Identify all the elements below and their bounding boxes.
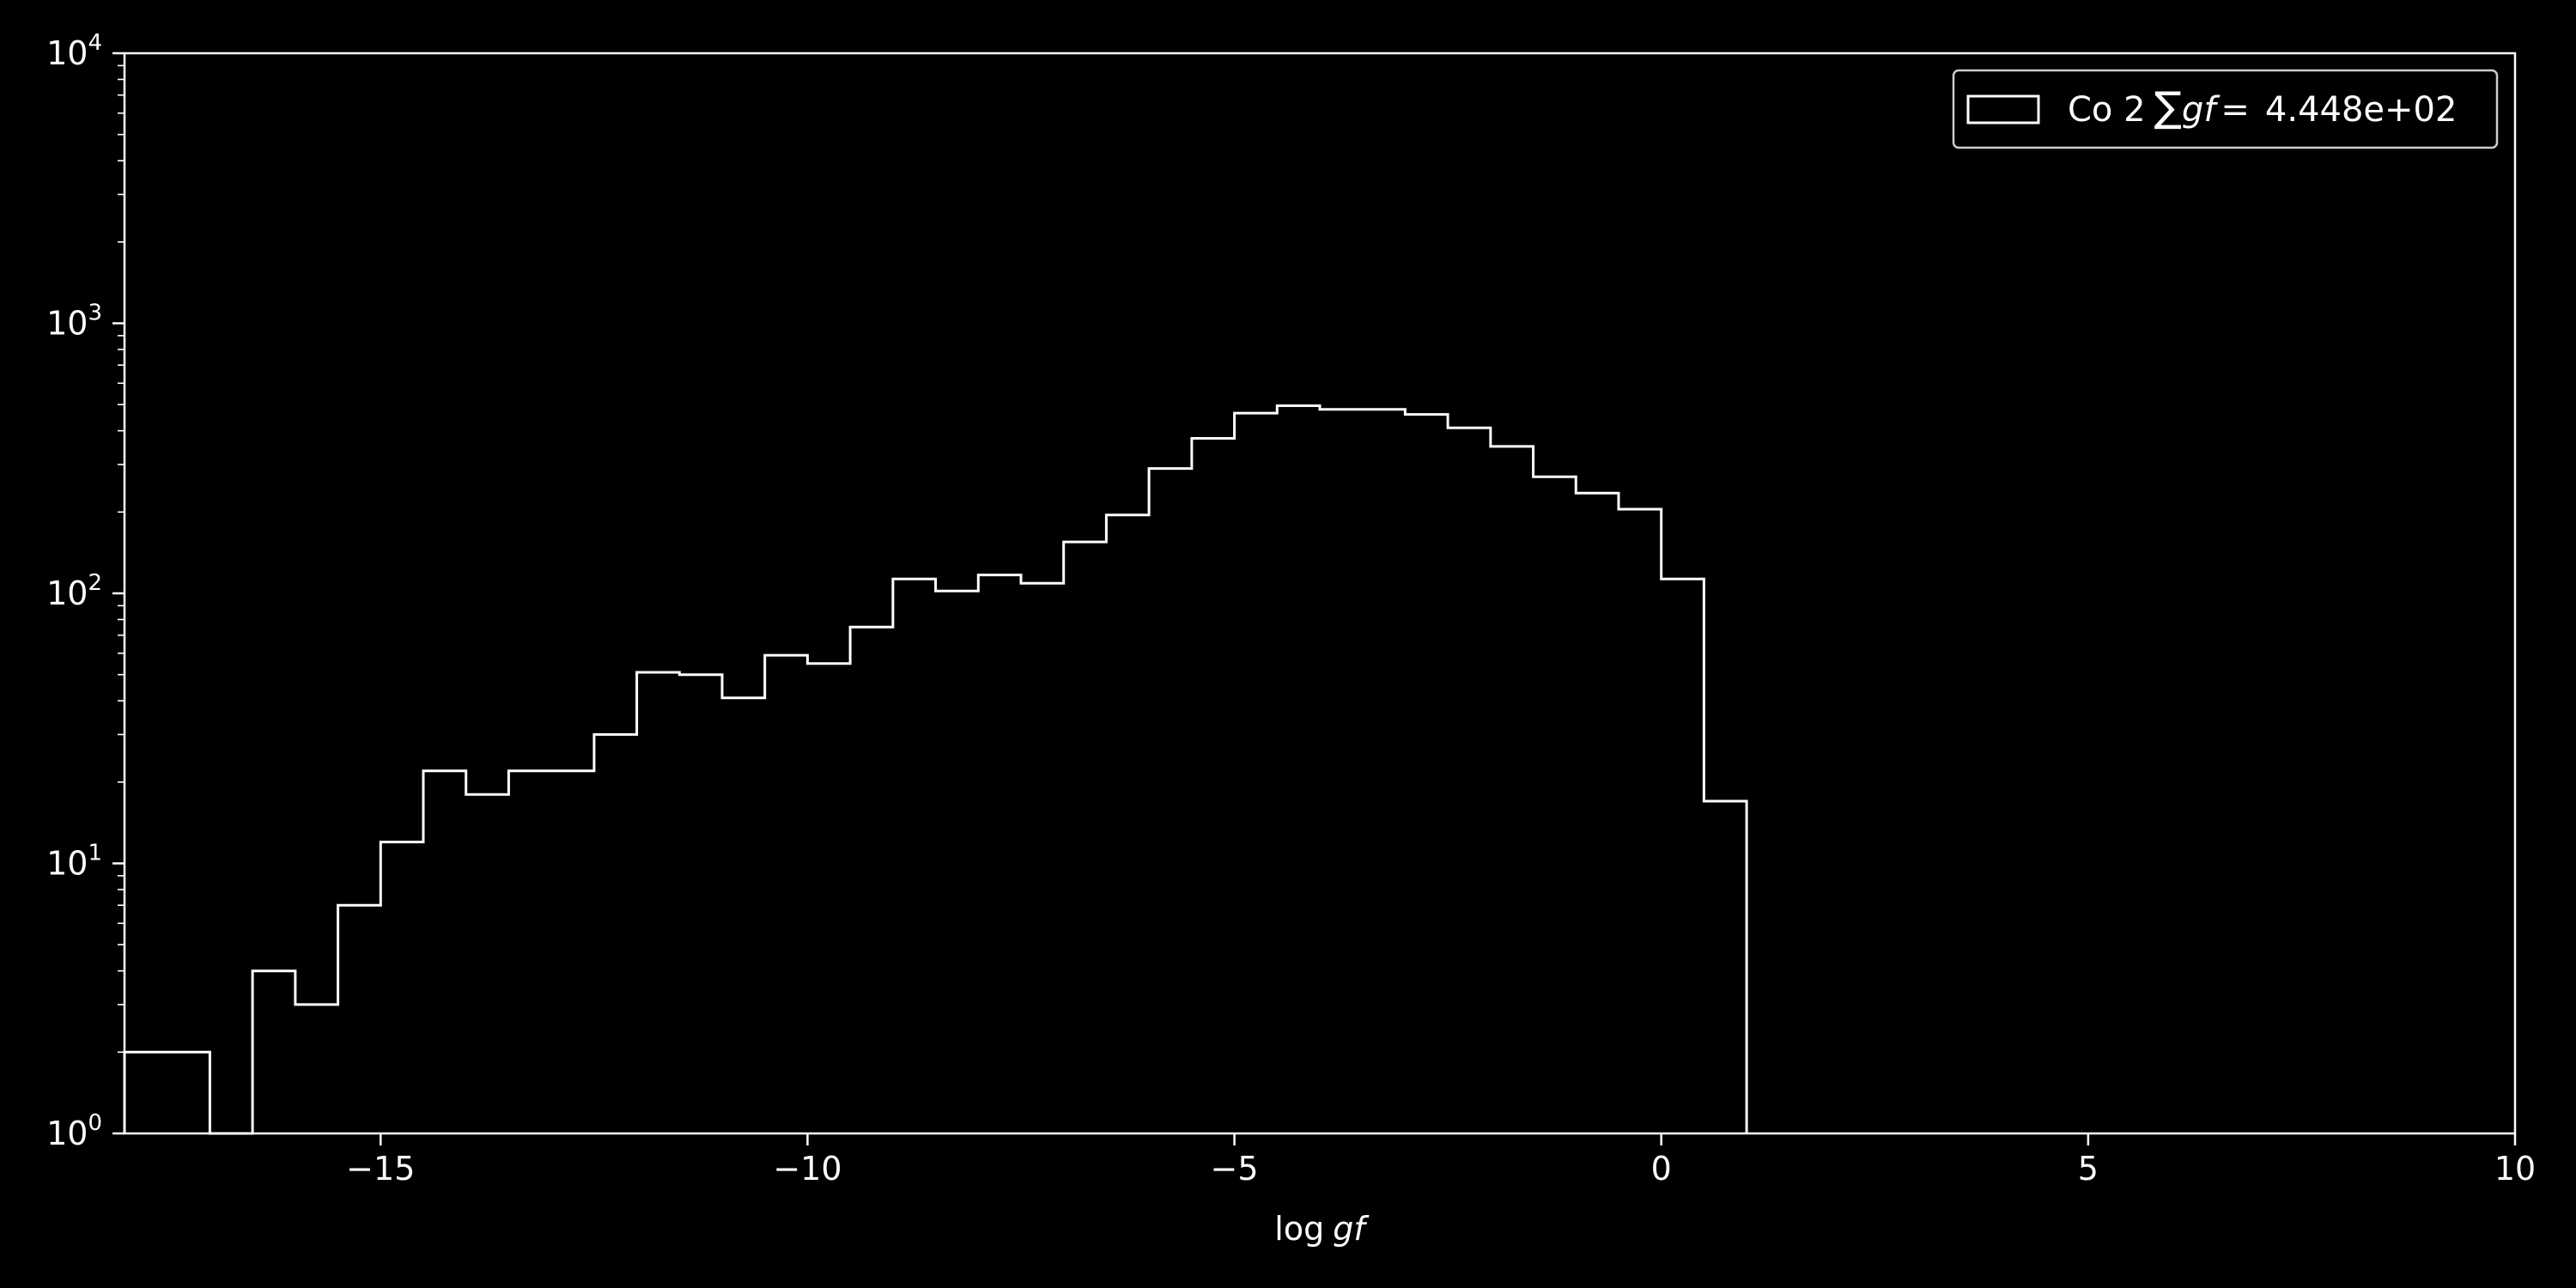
- legend-box: [1952, 69, 2499, 149]
- plot-frame: [123, 52, 2517, 1135]
- legend-swatch: [1966, 94, 2040, 125]
- legend-prefix: Co 2: [2068, 90, 2146, 130]
- legend-equals: =: [2221, 90, 2250, 130]
- x-tick-label: −10: [773, 1150, 841, 1188]
- x-tick-label: 10: [2494, 1150, 2536, 1188]
- y-tick-label: 104: [46, 30, 102, 72]
- x-axis-label-variable: gf: [1333, 1210, 1370, 1248]
- y-tick-label: 100: [46, 1110, 102, 1152]
- y-tick-label: 102: [46, 570, 102, 612]
- histogram-step-line: [123, 404, 1748, 1135]
- y-minor-ticks: [118, 64, 125, 1054]
- x-axis-label: log gf: [1274, 1210, 1370, 1248]
- x-axis-label-prefix: log: [1274, 1210, 1324, 1248]
- legend-variable: gf: [2182, 90, 2221, 130]
- x-tick-label: 0: [1651, 1150, 1672, 1188]
- x-tick-label: −5: [1211, 1150, 1259, 1188]
- x-tick-label: 5: [2078, 1150, 2099, 1188]
- legend-label: Co 2 ∑gf = 4.448e+02: [2068, 83, 2457, 131]
- legend-sum-symbol: ∑: [2154, 83, 2182, 131]
- y-axis-ticks: 100 101 102 103 104: [46, 30, 125, 1152]
- legend-value: 4.448e+02: [2265, 90, 2458, 130]
- x-tick-label: −15: [346, 1150, 415, 1188]
- x-axis-ticks: −15 −10 −5 0 5 10: [346, 1133, 2536, 1188]
- legend: Co 2 ∑gf = 4.448e+02: [1952, 69, 2499, 149]
- y-tick-label: 103: [46, 301, 102, 343]
- y-tick-label: 101: [46, 841, 102, 883]
